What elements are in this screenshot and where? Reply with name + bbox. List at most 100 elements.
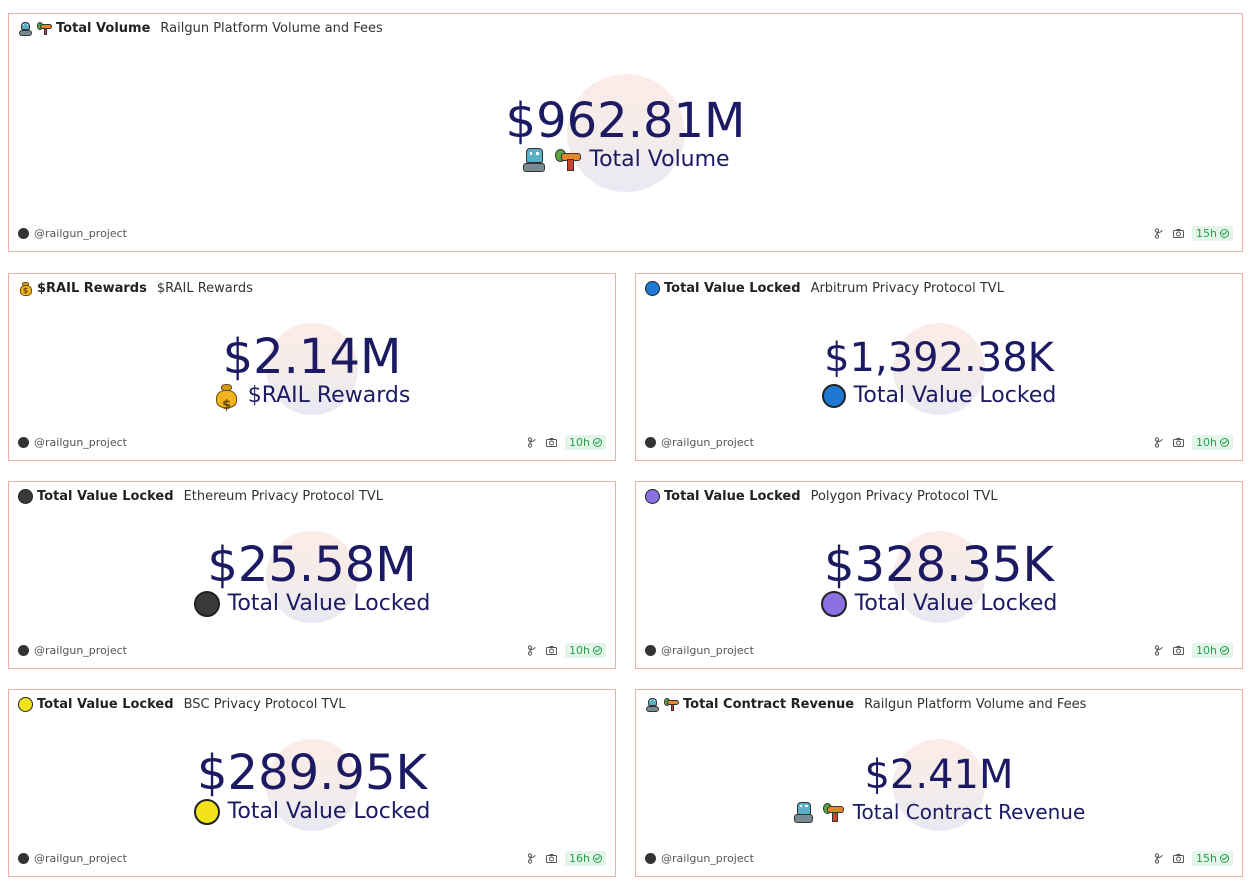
card-subtitle: BSC Privacy Protocol TVL	[183, 697, 346, 712]
robot-icon	[793, 801, 815, 823]
metric-label-text: Total Value Locked	[227, 591, 431, 616]
author-name: @railgun_project	[661, 643, 754, 657]
author-name: @railgun_project	[661, 851, 754, 865]
decorative-circle	[893, 531, 985, 623]
freshness-age: 15h	[1196, 226, 1217, 240]
arbitrum-tvl-card[interactable]: Total Value Locked Arbitrum Privacy Prot…	[635, 273, 1243, 461]
card-title[interactable]: Total Value Locked	[664, 281, 801, 296]
card-header: Total Value Locked BSC Privacy Protocol …	[18, 697, 346, 712]
author-link[interactable]: @railgun_project	[645, 644, 754, 657]
author-name: @railgun_project	[34, 851, 127, 865]
camera-icon[interactable]	[1173, 645, 1185, 656]
metric-label-text: Total Value Locked	[854, 591, 1058, 616]
author-link[interactable]: @railgun_project	[18, 227, 127, 240]
robot-icon	[645, 697, 660, 712]
card-header: $ $RAIL Rewards $RAIL Rewards	[18, 281, 253, 296]
freshness-badge: 10h	[1192, 434, 1233, 450]
robot-icon	[521, 147, 547, 173]
metric-value: $2.41M	[864, 752, 1014, 798]
fork-icon[interactable]	[1154, 436, 1165, 448]
card-footer: @railgun_project 10h	[645, 434, 1233, 450]
fork-icon[interactable]	[1154, 852, 1165, 864]
freshness-age: 10h	[569, 643, 590, 657]
camera-icon[interactable]	[1173, 228, 1185, 239]
author-link[interactable]: @railgun_project	[645, 852, 754, 865]
author-name: @railgun_project	[34, 435, 127, 449]
author-link[interactable]: @railgun_project	[18, 436, 127, 449]
decorative-circle	[266, 739, 358, 831]
metric-value: $2.14M	[222, 329, 402, 385]
metric-label: $ $RAIL Rewards	[214, 382, 410, 413]
money-bag-icon: $	[18, 281, 33, 296]
card-footer: @railgun_project 16h	[18, 850, 606, 866]
camera-icon[interactable]	[1173, 853, 1185, 864]
yellow-circle-icon	[18, 697, 33, 712]
metric-value: $1,392.38K	[824, 335, 1054, 381]
rail-rewards-card[interactable]: $ $RAIL Rewards $RAIL Rewards $2.14M $ $…	[8, 273, 616, 461]
card-subtitle: $RAIL Rewards	[156, 281, 253, 296]
card-footer: @railgun_project 10h	[18, 434, 606, 450]
camera-icon[interactable]	[546, 853, 558, 864]
freshness-age: 10h	[1196, 435, 1217, 449]
camera-icon[interactable]	[1173, 437, 1185, 448]
author-link[interactable]: @railgun_project	[18, 644, 127, 657]
fork-icon[interactable]	[527, 436, 538, 448]
card-footer: @railgun_project 15h	[18, 225, 1233, 241]
metric-label-text: Total Value Locked	[227, 799, 431, 824]
card-title[interactable]: Total Value Locked	[664, 489, 801, 504]
metric-value: $328.35K	[824, 537, 1054, 593]
card-title[interactable]: Total Value Locked	[37, 697, 174, 712]
decorative-circle	[566, 74, 685, 192]
decorative-circle	[266, 531, 358, 623]
metric-value: $962.81M	[505, 93, 746, 149]
metric-label: Total Value Locked	[820, 590, 1058, 618]
avatar	[18, 227, 29, 239]
fork-icon[interactable]	[527, 852, 538, 864]
card-title[interactable]: $RAIL Rewards	[37, 281, 147, 296]
card-header: Total Value Locked Ethereum Privacy Prot…	[18, 489, 383, 504]
author-link[interactable]: @railgun_project	[645, 436, 754, 449]
card-header: Total Value Locked Polygon Privacy Proto…	[645, 489, 998, 504]
robot-icon	[18, 21, 33, 36]
metric-label-text: Total Value Locked	[853, 383, 1057, 408]
card-footer: @railgun_project 15h	[645, 850, 1233, 866]
purple-circle-icon	[645, 489, 660, 504]
avatar	[18, 644, 29, 656]
card-title[interactable]: Total Volume	[56, 21, 151, 36]
blue-circle-icon	[821, 384, 846, 408]
metric-label-text: Total Contract Revenue	[852, 800, 1086, 824]
gun-icon	[664, 697, 679, 712]
metric-label: Total Value Locked	[821, 382, 1057, 410]
gun-icon	[822, 801, 845, 823]
author-link[interactable]: @railgun_project	[18, 852, 127, 865]
bsc-tvl-card[interactable]: Total Value Locked BSC Privacy Protocol …	[8, 689, 616, 877]
freshness-age: 10h	[569, 435, 590, 449]
avatar	[645, 852, 656, 864]
fork-icon[interactable]	[527, 644, 538, 656]
camera-icon[interactable]	[546, 437, 558, 448]
check-circle-icon	[593, 437, 602, 447]
fork-icon[interactable]	[1154, 227, 1165, 239]
yellow-circle-icon	[193, 799, 220, 825]
avatar	[18, 852, 29, 864]
card-footer: @railgun_project 10h	[645, 642, 1233, 658]
card-title[interactable]: Total Value Locked	[37, 489, 174, 504]
black-circle-icon	[193, 591, 220, 617]
polygon-tvl-card[interactable]: Total Value Locked Polygon Privacy Proto…	[635, 481, 1243, 669]
freshness-age: 15h	[1196, 851, 1217, 865]
total-volume-card[interactable]: Total Volume Railgun Platform Volume and…	[8, 13, 1243, 252]
freshness-badge: 15h	[1192, 850, 1233, 866]
avatar	[645, 644, 656, 656]
camera-icon[interactable]	[546, 645, 558, 656]
blue-circle-icon	[645, 281, 660, 296]
card-title[interactable]: Total Contract Revenue	[683, 697, 855, 712]
contract-revenue-card[interactable]: Total Contract Revenue Railgun Platform …	[635, 689, 1243, 877]
card-subtitle: Polygon Privacy Protocol TVL	[810, 489, 998, 504]
ethereum-tvl-card[interactable]: Total Value Locked Ethereum Privacy Prot…	[8, 481, 616, 669]
metric-label: Total Value Locked	[193, 798, 431, 826]
money-bag-icon: $	[214, 383, 240, 413]
check-circle-icon	[1220, 228, 1229, 238]
card-subtitle: Railgun Platform Volume and Fees	[864, 697, 1087, 712]
freshness-badge: 16h	[565, 850, 606, 866]
fork-icon[interactable]	[1154, 644, 1165, 656]
